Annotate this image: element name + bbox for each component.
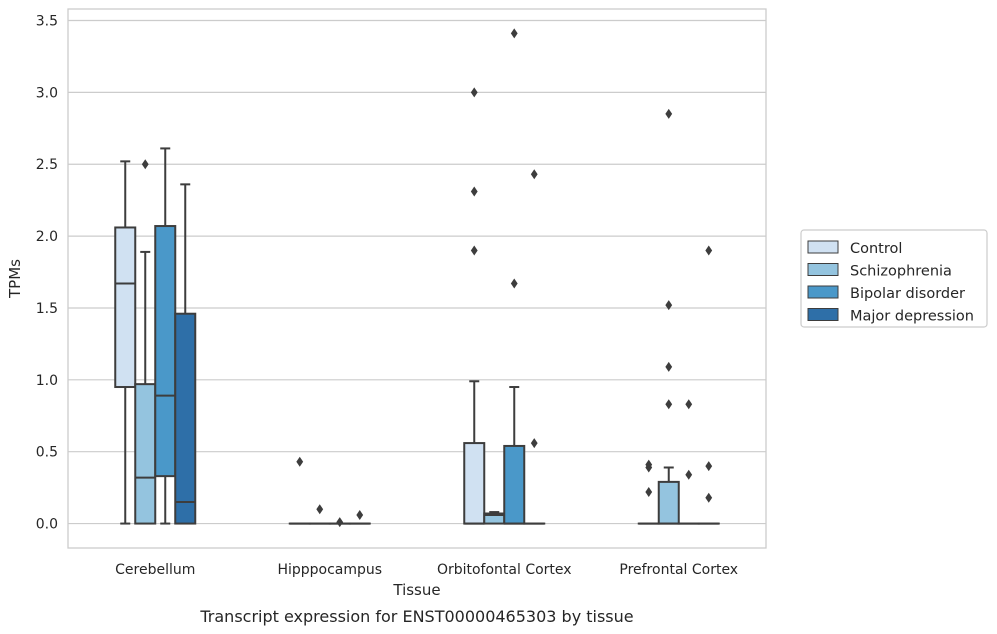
x-tick-labels: Cerebellum Hipppocampus Orbitofontal Corte…: [115, 562, 738, 578]
outlier-point: [530, 169, 538, 180]
legend-swatch: [807, 263, 839, 276]
outlier-point: [705, 492, 713, 503]
outlier-point: [296, 456, 304, 467]
y-tick-label: 3.0: [36, 85, 58, 101]
outlier-point: [530, 438, 538, 449]
box-control: [637, 459, 660, 525]
box-schizophrenia: [657, 108, 680, 525]
chart-caption: Transcript expression for ENST0000046530…: [199, 607, 633, 626]
x-tick-label: Cerebellum: [115, 562, 195, 578]
legend-label: Schizophrenia: [850, 264, 952, 280]
legend: Control Schizophrenia Bipolar disorder Majo…: [800, 229, 988, 328]
outlier-point: [685, 399, 693, 410]
box-control: [463, 87, 486, 525]
outlier-point: [141, 159, 149, 170]
box-iqr: [174, 312, 197, 525]
x-axis-label: Tissue: [392, 581, 440, 599]
box-bipolar-disorder: [503, 28, 526, 525]
outlier-point: [705, 461, 713, 472]
box-bipolar-disorder: [154, 147, 177, 525]
box-groups: [114, 28, 720, 528]
box-major-depression: [174, 183, 197, 525]
y-tick-label: 2.0: [36, 229, 58, 245]
box-iqr: [114, 226, 137, 389]
box-major-depression: [697, 245, 720, 525]
legend-label: Control: [850, 241, 902, 257]
y-tick-label: 1.0: [36, 373, 58, 389]
outlier-point: [510, 278, 518, 289]
box-schizophrenia: [308, 504, 331, 525]
y-tick-label: 3.5: [36, 13, 58, 29]
outlier-point: [510, 28, 518, 39]
x-tick-label: Hipppocampus: [277, 562, 382, 578]
outlier-point: [316, 504, 324, 515]
y-tick-label: 0.5: [36, 445, 58, 461]
box-bipolar-disorder: [677, 399, 700, 525]
box-control: [288, 456, 311, 525]
box-schizophrenia: [483, 511, 506, 525]
y-tick-label: 2.5: [36, 157, 58, 173]
box-iqr: [657, 480, 680, 525]
outlier-point: [470, 186, 478, 197]
box-iqr: [154, 225, 177, 478]
box-major-depression: [348, 509, 371, 525]
outlier-point: [645, 486, 653, 497]
legend-swatch: [807, 240, 839, 254]
outlier-point: [705, 245, 713, 256]
plot-frame: [67, 8, 767, 549]
box-major-depression: [523, 169, 546, 525]
legend-label: Bipolar disorder: [850, 286, 965, 302]
outlier-point: [685, 469, 693, 480]
y-tick-labels: 0.0 0.5 1.0 1.5 2.0 2.5 3.0 3.5: [36, 13, 58, 532]
outlier-point: [665, 399, 673, 410]
y-tick-label: 1.5: [36, 301, 58, 317]
outlier-point: [336, 517, 344, 528]
legend-swatch: [807, 308, 839, 321]
outlier-point: [470, 87, 478, 98]
outlier-point: [470, 245, 478, 256]
box-iqr: [134, 383, 157, 525]
legend-swatch: [807, 285, 839, 299]
legend-label: Major depression: [850, 309, 974, 325]
legend-frame: [800, 229, 988, 328]
outlier-point: [645, 459, 653, 470]
outlier-point: [665, 361, 673, 372]
box-control: [114, 160, 137, 525]
outlier-point: [665, 300, 673, 311]
y-tick-label: 0.0: [36, 517, 58, 533]
outlier-point: [356, 509, 364, 520]
box-iqr: [503, 444, 526, 525]
box-iqr: [463, 442, 486, 525]
outlier-point: [665, 108, 673, 119]
y-axis-label: TPMs: [6, 259, 24, 299]
x-tick-label: Prefrontal Cortex: [619, 562, 738, 578]
x-tick-label: Orbitofontal Cortex: [437, 562, 572, 578]
box-schizophrenia: [134, 159, 157, 525]
box-bipolar-disorder: [328, 517, 351, 528]
